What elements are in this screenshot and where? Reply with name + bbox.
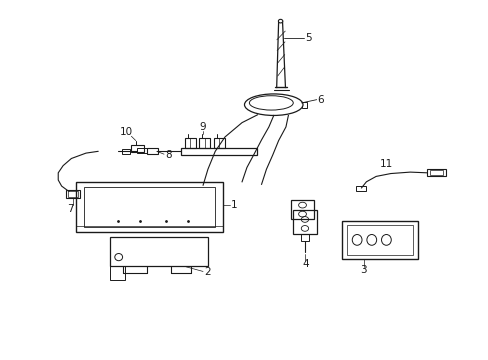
Text: 5: 5 xyxy=(305,33,311,43)
Bar xyxy=(346,225,412,255)
Bar xyxy=(290,200,314,220)
Bar xyxy=(199,138,209,148)
Bar xyxy=(213,138,224,148)
Text: 3: 3 xyxy=(360,265,366,275)
Text: 4: 4 xyxy=(302,259,308,269)
Text: 1: 1 xyxy=(230,200,237,210)
Bar xyxy=(341,221,417,259)
Text: 11: 11 xyxy=(379,159,392,169)
Text: 7: 7 xyxy=(67,204,74,214)
Ellipse shape xyxy=(244,94,303,116)
Bar xyxy=(301,234,308,241)
Bar xyxy=(68,192,78,197)
Bar xyxy=(355,186,366,192)
Bar xyxy=(301,102,307,108)
Bar xyxy=(137,148,147,153)
Text: 10: 10 xyxy=(120,127,133,136)
Bar xyxy=(122,149,130,154)
Polygon shape xyxy=(277,22,286,87)
Text: 8: 8 xyxy=(164,150,171,160)
Text: 6: 6 xyxy=(317,95,324,105)
Bar xyxy=(65,190,80,198)
Bar xyxy=(429,170,443,175)
Text: 9: 9 xyxy=(199,122,206,132)
Bar xyxy=(184,138,195,148)
Bar xyxy=(427,169,445,176)
Ellipse shape xyxy=(278,19,282,23)
Bar xyxy=(181,148,256,155)
Bar xyxy=(76,182,222,232)
Bar xyxy=(131,145,143,152)
Text: 2: 2 xyxy=(204,267,211,277)
Bar xyxy=(293,211,316,234)
Bar xyxy=(110,237,207,266)
Bar xyxy=(147,148,158,154)
Bar xyxy=(83,187,215,227)
Bar xyxy=(110,266,125,280)
